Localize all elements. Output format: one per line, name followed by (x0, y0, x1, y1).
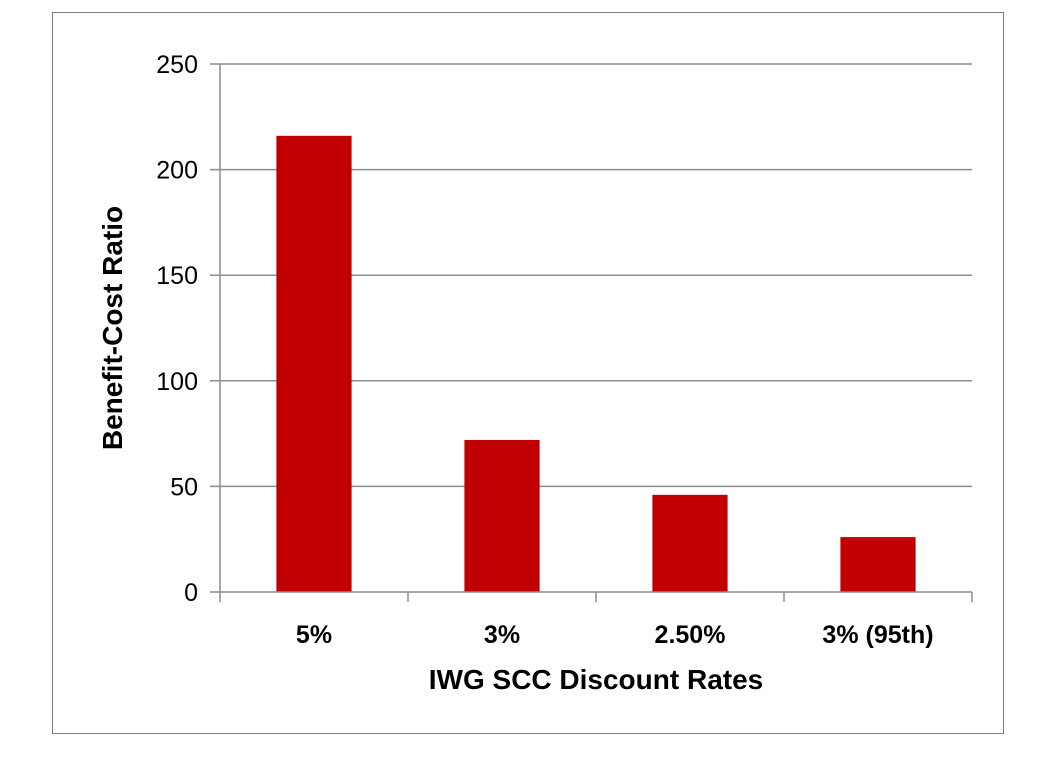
x-tick-label: 3% (484, 621, 520, 649)
bars (276, 135, 916, 593)
bar (464, 439, 540, 592)
bar (652, 494, 728, 592)
tick-labels: 0 50 100 150 200 250 5% 3% 2.50% 3% (95th) (156, 51, 933, 649)
y-tick-label: 200 (156, 157, 198, 185)
x-tick-label: 2.50% (655, 621, 726, 649)
y-tick-label: 50 (170, 473, 198, 501)
bar (840, 537, 916, 592)
axes (210, 63, 973, 602)
x-tick-label: 5% (296, 621, 332, 649)
chart-frame (52, 12, 1004, 734)
y-tick-label: 250 (156, 51, 198, 79)
y-tick-label: 150 (156, 262, 198, 290)
y-tick-label: 0 (184, 579, 198, 607)
bar (276, 135, 352, 593)
x-tick-label: 3% (95th) (822, 621, 933, 649)
x-axis-title: IWG SCC Discount Rates (429, 664, 763, 695)
y-axis-title: Benefit-Cost Ratio (97, 206, 128, 450)
y-tick-label: 100 (156, 368, 198, 396)
